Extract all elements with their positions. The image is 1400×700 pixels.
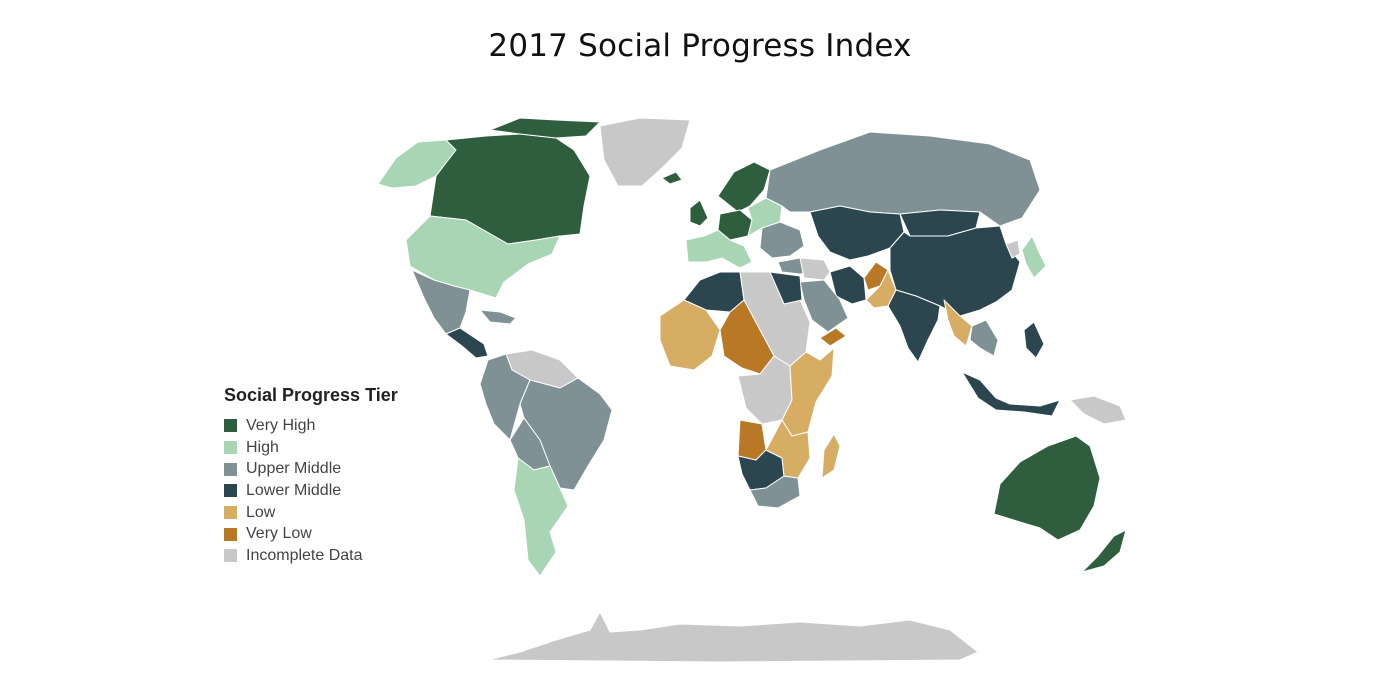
region-middle-east-gray[interactable] bbox=[799, 257, 831, 281]
region-india[interactable] bbox=[887, 289, 941, 363]
region-korea-japan[interactable] bbox=[1021, 235, 1047, 279]
region-north-korea[interactable] bbox=[1005, 239, 1021, 259]
legend-swatch bbox=[224, 441, 237, 455]
legend-label: Incomplete Data bbox=[246, 546, 363, 564]
region-south-africa[interactable] bbox=[749, 475, 801, 509]
legend-swatch bbox=[224, 527, 237, 541]
region-uk-ireland[interactable] bbox=[689, 199, 709, 227]
legend-item-lower-middle: Lower Middle bbox=[224, 480, 398, 502]
region-mozambique-zambia[interactable] bbox=[765, 419, 811, 479]
region-west-africa[interactable] bbox=[659, 299, 721, 371]
legend-swatch bbox=[224, 506, 237, 520]
region-east-africa[interactable] bbox=[781, 347, 835, 437]
legend-label: High bbox=[246, 438, 279, 456]
legend-label: Very Low bbox=[246, 525, 312, 543]
legend-swatch bbox=[224, 419, 237, 433]
region-antarctica[interactable] bbox=[487, 611, 979, 663]
region-madagascar[interactable] bbox=[821, 433, 841, 479]
legend: Social Progress Tier Very High High Uppe… bbox=[224, 385, 398, 567]
region-southern-europe[interactable] bbox=[685, 229, 753, 269]
legend-label: Upper Middle bbox=[246, 460, 342, 478]
legend-item-very-low: Very Low bbox=[224, 523, 398, 545]
region-central-america[interactable] bbox=[445, 327, 489, 359]
region-egypt[interactable] bbox=[769, 271, 803, 305]
legend-swatch bbox=[224, 462, 237, 476]
legend-item-incomplete-data: Incomplete Data bbox=[224, 545, 398, 567]
legend-label: Low bbox=[246, 503, 276, 521]
legend-label: Lower Middle bbox=[246, 481, 342, 499]
region-southeast-asia[interactable] bbox=[943, 299, 973, 347]
region-indochina[interactable] bbox=[969, 319, 999, 357]
legend-item-upper-middle: Upper Middle bbox=[224, 458, 398, 480]
region-arabia[interactable] bbox=[799, 279, 849, 333]
region-mexico[interactable] bbox=[411, 269, 471, 335]
legend-item-very-high: Very High bbox=[224, 415, 398, 437]
legend-title: Social Progress Tier bbox=[224, 385, 398, 405]
map-title: 2017 Social Progress Index bbox=[488, 28, 912, 64]
region-russia[interactable] bbox=[765, 131, 1041, 227]
legend-swatch bbox=[224, 549, 237, 563]
region-maritime-se-asia[interactable] bbox=[961, 371, 1061, 417]
region-philippines[interactable] bbox=[1023, 321, 1045, 359]
region-australia[interactable] bbox=[993, 435, 1101, 541]
region-southern-cone[interactable] bbox=[513, 457, 569, 577]
region-iceland[interactable] bbox=[661, 171, 683, 185]
region-northern-south-america[interactable] bbox=[479, 353, 531, 441]
region-canadian-arctic[interactable] bbox=[489, 117, 601, 139]
region-new-guinea[interactable] bbox=[1069, 395, 1127, 425]
region-usa[interactable] bbox=[405, 215, 561, 299]
region-yemen[interactable] bbox=[819, 327, 847, 347]
legend-item-low: Low bbox=[224, 502, 398, 524]
region-caribbean[interactable] bbox=[479, 309, 517, 325]
region-greenland[interactable] bbox=[599, 117, 691, 187]
region-new-zealand[interactable] bbox=[1081, 529, 1127, 573]
legend-swatch bbox=[224, 484, 237, 498]
legend-item-high: High bbox=[224, 437, 398, 459]
legend-label: Very High bbox=[246, 416, 316, 434]
region-balkans-ukraine[interactable] bbox=[759, 221, 805, 259]
